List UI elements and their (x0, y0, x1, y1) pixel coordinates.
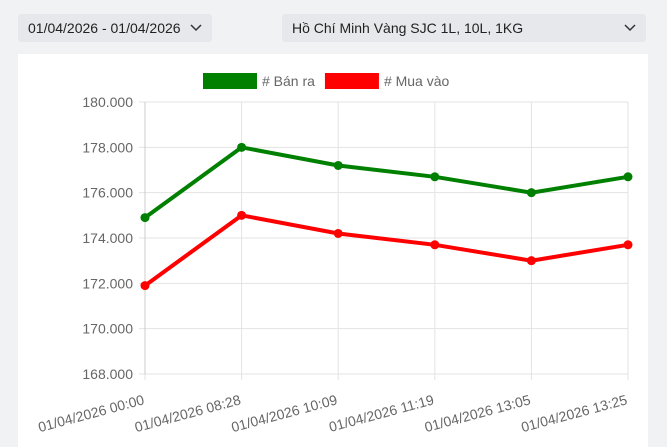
product-select[interactable]: Hồ Chí Minh Vàng SJC 1L, 10L, 1KG (282, 14, 646, 42)
data-point (526, 256, 536, 266)
x-tick-label: 01/04/2026 13:05 (423, 391, 533, 435)
data-point (333, 160, 343, 170)
legend-swatch (203, 73, 257, 89)
legend-swatch (324, 73, 379, 89)
date-range-text: 01/04/2026 - 01/04/2026 (28, 20, 181, 36)
y-tick-label: 170.000 (82, 321, 133, 337)
data-point (430, 172, 440, 182)
data-point (430, 240, 440, 250)
date-range-select[interactable]: 01/04/2026 - 01/04/2026 (18, 14, 212, 42)
x-tick-label: 01/04/2026 13:25 (519, 391, 629, 435)
data-point (333, 228, 343, 238)
y-tick-label: 168.000 (82, 366, 133, 382)
y-tick-label: 174.000 (82, 230, 133, 246)
series-line (143, 213, 629, 288)
data-point (623, 240, 633, 250)
data-point (623, 172, 633, 182)
legend-label: # Mua vào (384, 73, 450, 89)
product-text: Hồ Chí Minh Vàng SJC 1L, 10L, 1KG (292, 20, 524, 36)
chevron (624, 24, 636, 32)
data-point (237, 142, 247, 152)
legend-label: # Bán ra (262, 73, 315, 89)
data-point (237, 210, 247, 220)
y-tick-label: 176.000 (82, 185, 133, 201)
data-point (526, 188, 536, 198)
x-tick-label: 01/04/2026 11:19 (327, 391, 436, 434)
x-tick-label: 01/04/2026 08:28 (133, 391, 243, 435)
series-line (143, 145, 629, 220)
x-tick-label: 01/04/2026 10:09 (230, 391, 340, 435)
y-tick-label: 180.000 (82, 94, 133, 110)
data-point (140, 281, 150, 291)
data-point (140, 213, 150, 223)
x-tick-label: 01/04/2026 00:00 (36, 391, 146, 435)
chevron (190, 24, 202, 32)
y-tick-label: 172.000 (82, 275, 133, 291)
chart-card (18, 54, 648, 447)
y-tick-label: 178.000 (82, 139, 133, 155)
